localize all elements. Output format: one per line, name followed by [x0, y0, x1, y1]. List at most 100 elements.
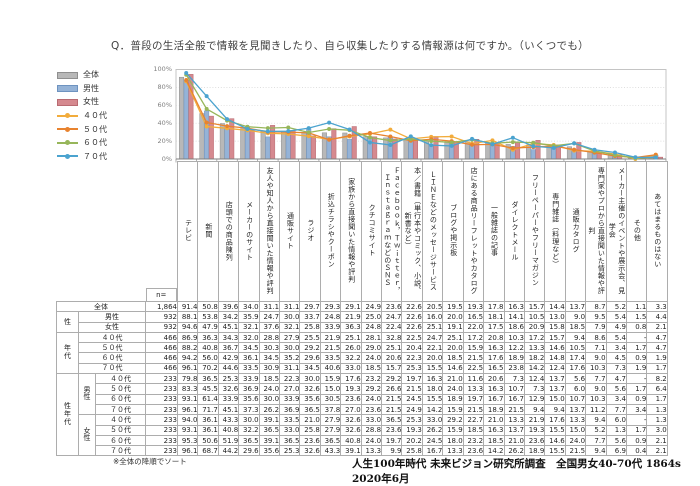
value-cell: 39.6	[217, 300, 240, 313]
value-cell: 19.7	[462, 393, 485, 405]
value-cell: 44.6	[217, 362, 240, 375]
value-cell: 25.8	[299, 424, 321, 436]
data-point	[592, 147, 597, 152]
value-cell: 43.3	[319, 445, 342, 457]
bar	[367, 136, 373, 160]
value-cell: 70.2	[197, 362, 219, 375]
bar	[310, 135, 316, 160]
value-cell: 94.6	[176, 321, 199, 333]
data-point	[429, 143, 434, 148]
value-cell: 9.4	[585, 414, 607, 426]
value-cell: 33.9	[319, 321, 342, 333]
value-cell: 30.0	[238, 414, 260, 426]
value-cell: 35.6	[238, 393, 260, 405]
legend-item: ６０代	[57, 136, 107, 150]
value-cell: 16.5	[462, 311, 485, 323]
value-cell: 4.7	[646, 342, 668, 354]
marker-dot-icon	[65, 113, 70, 119]
value-cell: 29.2	[299, 342, 321, 354]
value-cell: 25.3	[401, 414, 423, 426]
value-cell: 36.1	[197, 424, 219, 436]
data-point	[347, 133, 352, 138]
value-cell: 29.3	[319, 300, 342, 313]
data-point	[265, 129, 270, 134]
value-cell: 40.8	[340, 434, 362, 447]
value-cell: 21.0	[483, 414, 505, 426]
value-cell: -	[625, 331, 648, 344]
value-cell: 21.0	[299, 414, 321, 426]
category-label: フリーペーパーやフリーマガジン	[531, 174, 540, 287]
data-point	[653, 155, 658, 160]
data-point	[286, 129, 291, 134]
data-point	[245, 127, 250, 132]
value-cell: 15.9	[442, 424, 464, 436]
value-cell: 22.3	[279, 373, 301, 385]
category-label: 折込チラシやクーポン	[327, 193, 336, 268]
value-cell: 16.3	[483, 342, 505, 354]
value-cell: 5.2	[585, 424, 607, 436]
bar	[347, 139, 353, 160]
table-row: 女性 932 94.6 47.9 45.1 32.1 37.6 32.1 25.8 33.9 36.…	[57, 321, 668, 333]
value-cell: 20.5	[421, 300, 444, 313]
value-cell: 24.8	[360, 321, 383, 333]
value-cell: 29.2	[360, 383, 383, 395]
value-cell: 13.3	[523, 342, 546, 354]
value-cell: 24.9	[360, 300, 383, 313]
value-cell: 18.5	[462, 424, 485, 436]
value-cell: 28.8	[360, 424, 383, 436]
value-cell: 36.5	[319, 434, 342, 447]
value-cell: 32.6	[217, 383, 240, 395]
row-label: ６０代	[78, 352, 146, 364]
value-cell: 68.7	[197, 445, 219, 457]
value-cell: 29.2	[442, 414, 464, 426]
value-cell: 13.7	[544, 383, 566, 395]
table-row: ６０代 466 94.2 56.0 42.9 36.1 34.5 35.2 29.6 33.5 32…	[57, 352, 668, 364]
value-cell: 61.4	[197, 393, 219, 405]
value-cell: 34.3	[217, 331, 240, 344]
value-cell: 1.7	[625, 424, 648, 436]
value-cell: 37.6	[258, 321, 281, 333]
value-cell: 24.0	[442, 383, 464, 395]
value-cell: 3.4	[605, 393, 627, 405]
value-cell: 34.2	[217, 311, 240, 323]
value-cell: 36.7	[217, 342, 240, 354]
value-cell: 4.7	[605, 373, 627, 385]
row-label: ４０代	[95, 414, 146, 426]
value-cell: 31.1	[258, 300, 281, 313]
value-cell: 18.5	[360, 362, 383, 375]
bar	[183, 79, 189, 160]
legend-label: ６０代	[83, 138, 107, 148]
value-cell: 7.7	[585, 434, 607, 447]
value-cell: 32.0	[238, 331, 260, 344]
bar	[240, 128, 246, 160]
sort-footnote: ※全体の降順でソート	[113, 457, 187, 466]
category-label: あてはまるものはない	[653, 193, 662, 268]
value-cell: 19.3	[340, 383, 362, 395]
value-cell: 50.8	[197, 300, 219, 313]
legend-label: ７０代	[83, 151, 107, 161]
value-cell: 24.0	[360, 434, 383, 447]
data-point	[265, 126, 270, 131]
value-cell: 20.6	[381, 352, 403, 364]
category-label: ラジオ	[306, 219, 315, 242]
row-label: ５０代	[95, 424, 146, 436]
value-cell: 17.6	[340, 373, 362, 385]
value-cell: 14.8	[544, 352, 566, 364]
value-cell: 25.1	[340, 331, 362, 344]
n-value: 233	[145, 434, 178, 447]
value-cell: 18.0	[442, 434, 464, 447]
value-cell: 17.5	[483, 321, 505, 333]
value-cell: 26.0	[340, 342, 362, 354]
category-header: 新聞	[197, 161, 219, 302]
value-cell: 18.2	[523, 352, 546, 364]
data-point	[388, 134, 393, 139]
information-sources-chart	[175, 69, 667, 163]
value-cell: 32.6	[299, 445, 321, 457]
value-cell: 24.7	[258, 311, 281, 323]
value-cell: 10.7	[503, 383, 525, 395]
value-cell: 20.8	[483, 331, 505, 344]
value-cell: 25.3	[279, 445, 301, 457]
category-header: 本／書籍（単行本やコミック、小説、新書など）	[401, 161, 423, 302]
category-header: 店にある商品リーフレットやカタログ	[462, 161, 485, 302]
legend-item: 全体	[57, 68, 107, 82]
